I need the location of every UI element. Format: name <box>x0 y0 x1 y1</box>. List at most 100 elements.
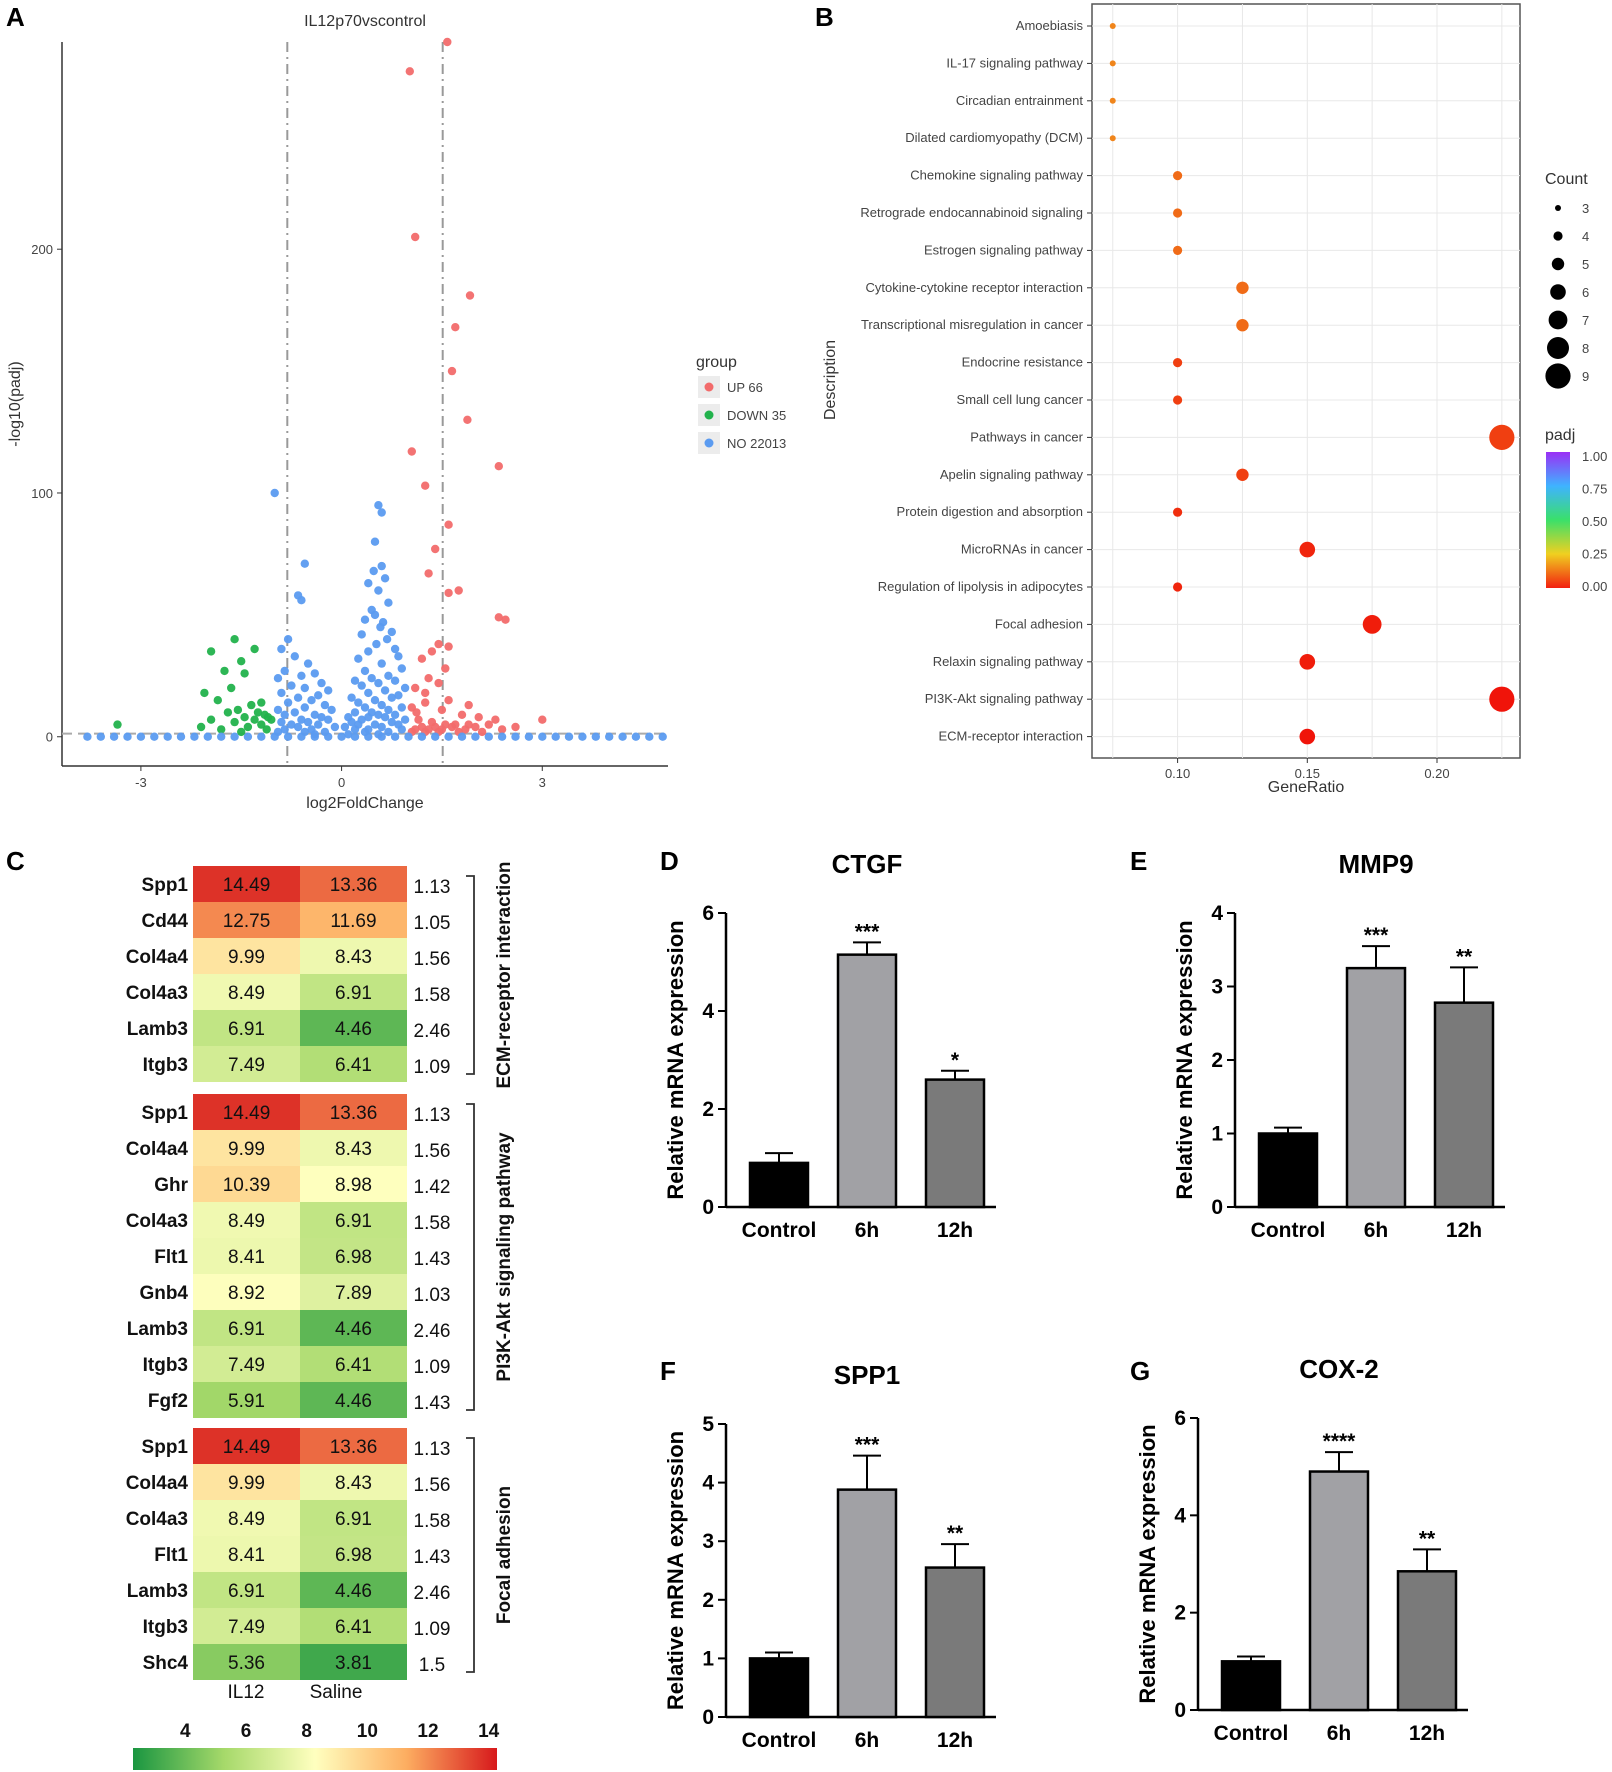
volcano-point-no <box>317 713 326 722</box>
volcano-point-no <box>380 686 390 695</box>
fold-change-label: 1.58 <box>414 985 451 1006</box>
bubble-point <box>1236 468 1249 481</box>
legend-key-1 <box>704 410 714 420</box>
x-tick-label: 12h <box>1446 1219 1482 1242</box>
y-tick-label: 100 <box>31 486 53 501</box>
heatmap-value: 8.49 <box>228 1211 265 1232</box>
volcano-point-down <box>113 720 122 729</box>
bar <box>748 1657 810 1719</box>
volcano-point-no <box>283 635 293 644</box>
heatmap-value: 9.99 <box>228 1473 265 1494</box>
volcano-point-down <box>253 708 263 717</box>
volcano-point-up <box>431 544 440 554</box>
bubble-point <box>1489 424 1515 450</box>
volcano-point-no <box>377 659 386 668</box>
volcano-point-no <box>307 696 316 705</box>
volcano-point-down <box>240 713 249 722</box>
volcano-point-no <box>217 732 226 741</box>
fold-change-label: 1.13 <box>414 1439 451 1460</box>
fold-change-label: 1.5 <box>419 1655 445 1676</box>
bubble-point <box>1236 281 1249 294</box>
volcano-point-no <box>300 559 309 568</box>
volcano-point-no <box>377 508 386 517</box>
volcano-point-no <box>374 586 383 595</box>
heatmap-cell <box>193 1464 300 1500</box>
bubble-point <box>1299 654 1316 670</box>
count-legend-label: 7 <box>1582 313 1589 328</box>
volcano-point-down <box>257 720 266 729</box>
bar <box>748 1161 810 1209</box>
y-tick-label: 0 <box>1174 1699 1186 1722</box>
volcano-point-no <box>293 693 303 702</box>
x-axis-label: log2FoldChange <box>306 795 424 812</box>
volcano-point-up <box>444 642 453 651</box>
volcano-point-no <box>123 732 132 741</box>
gene-label: Col4a4 <box>126 1473 189 1494</box>
volcano-point-no <box>364 732 373 741</box>
pathway-label: Pathways in cancer <box>970 429 1083 444</box>
gene-label: Ghr <box>154 1175 188 1196</box>
heatmap-value: 8.49 <box>228 1509 265 1530</box>
pathway-label: Retrograde endocannabinoid signaling <box>860 205 1083 220</box>
volcano-point-no <box>538 732 547 741</box>
pathway-label: Endocrine resistance <box>962 355 1083 370</box>
x-tick-label: Control <box>742 1729 817 1752</box>
group-label: ECM-receptor interaction <box>494 862 515 1089</box>
pathway-label: PI3K-Akt signaling pathway <box>925 691 1084 706</box>
volcano-point-no <box>287 681 296 690</box>
bubble-point <box>1173 171 1183 181</box>
fold-change-label: 1.05 <box>414 913 451 934</box>
heatmap-value: 6.91 <box>335 983 372 1004</box>
padj-legend-title: padj <box>1545 427 1575 444</box>
y-tick-label: 1 <box>1211 1123 1223 1146</box>
volcano-point-no <box>277 644 286 654</box>
heatmap-cell <box>300 1500 407 1536</box>
gene-label: Col4a3 <box>126 1509 188 1530</box>
pathway-label: Transcriptional misregulation in cancer <box>861 317 1084 332</box>
pathway-label: Circadian entrainment <box>956 93 1084 108</box>
bar <box>924 1566 986 1719</box>
y-tick-label: 2 <box>1174 1602 1186 1625</box>
gene-label: Col4a4 <box>126 947 189 968</box>
volcano-point-no <box>350 725 360 734</box>
volcano-point-no <box>374 678 383 688</box>
volcano-point-up <box>412 708 421 717</box>
gene-label: Spp1 <box>142 1103 189 1124</box>
volcano-point-no <box>327 705 336 715</box>
group-bracket <box>466 1103 475 1411</box>
volcano-point-up <box>477 727 487 737</box>
column-label-il12: IL12 <box>228 1682 265 1703</box>
volcano-point-up <box>437 705 447 715</box>
heatmap-cell <box>300 1202 407 1238</box>
gene-label: Col4a3 <box>126 983 188 1004</box>
count-legend-label: 9 <box>1582 369 1589 384</box>
volcano-point-down <box>220 666 229 676</box>
pathway-label: IL-17 signaling pathway <box>946 55 1083 70</box>
heatmap-cell <box>193 1644 300 1680</box>
volcano-point-no <box>297 715 306 724</box>
volcano-point-no <box>163 732 172 741</box>
volcano-point-no <box>317 678 326 688</box>
volcano-point-no <box>387 627 396 637</box>
y-tick-label: 200 <box>31 242 53 257</box>
volcano-point-down <box>217 725 226 734</box>
volcano-point-no <box>364 713 373 722</box>
volcano-point-no <box>293 722 303 732</box>
volcano-point-no <box>303 659 313 668</box>
chart-title: COX-2 <box>1299 1354 1378 1384</box>
volcano-point-no <box>390 676 400 685</box>
volcano-point-no <box>310 710 319 719</box>
heatmap-cell <box>300 902 407 938</box>
x-tick-label: Control <box>1214 1722 1289 1745</box>
heatmap-cell <box>193 1130 300 1166</box>
chart-title: CTGF <box>832 849 903 879</box>
volcano-point-up <box>411 232 420 242</box>
volcano-point-no <box>350 708 360 717</box>
pathway-label: Estrogen signaling pathway <box>924 242 1083 257</box>
panel-label-g: G <box>1130 1356 1150 1386</box>
panel-label-c: C <box>6 846 25 876</box>
volcano-point-no <box>605 732 614 741</box>
significance-marker: ** <box>1456 945 1473 968</box>
volcano-point-no <box>364 647 373 656</box>
volcano-point-up <box>424 569 433 578</box>
